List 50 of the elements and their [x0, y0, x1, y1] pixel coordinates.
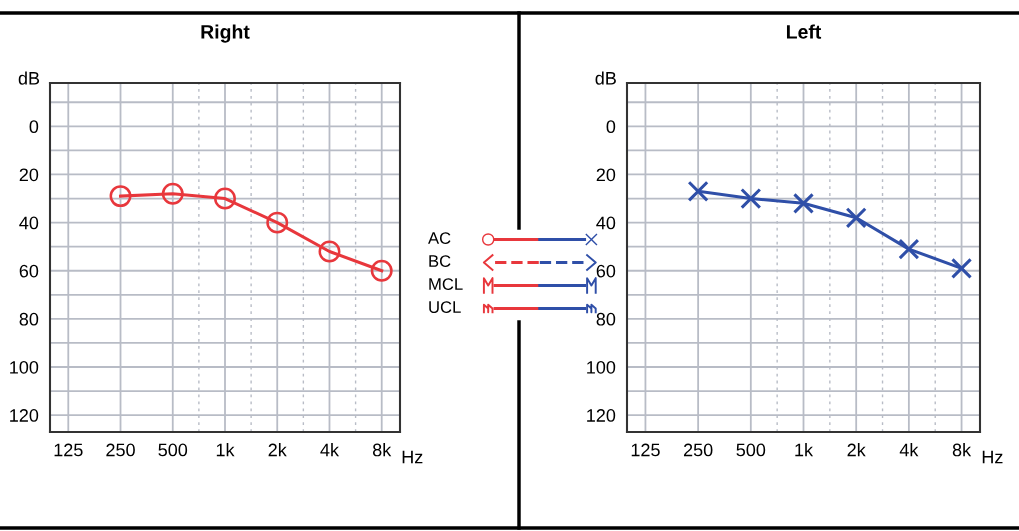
y-tick-label: 40 [596, 216, 616, 230]
x-tick-label: 250 [106, 443, 135, 457]
x-tick-label: 500 [736, 443, 766, 457]
text: AC [428, 232, 451, 244]
y-tick-label: 100 [10, 360, 39, 374]
y-tick-label: 60 [596, 264, 616, 278]
y-tick-label: 80 [19, 312, 39, 326]
x-tick-label: 1k [216, 443, 235, 457]
y-tick-label: 120 [587, 409, 616, 422]
y-axis-title: dB [18, 71, 40, 85]
text: BC [429, 255, 451, 267]
x-tick-label: 250 [683, 443, 713, 457]
point [109, 185, 132, 208]
text: MCL [429, 278, 463, 290]
point [898, 238, 920, 260]
point [318, 240, 341, 263]
y-tick-label: 120 [10, 409, 39, 422]
y-axis-title: dB [595, 71, 616, 85]
point [951, 257, 973, 279]
point [740, 187, 762, 210]
point [266, 211, 289, 234]
x-tick-label: 2k [268, 443, 287, 457]
x-tick-label: 1k [795, 443, 814, 457]
y-tick-label: 20 [19, 168, 39, 182]
text: UCL [429, 301, 461, 313]
point [161, 182, 184, 205]
x-tick-label: 500 [158, 443, 188, 457]
y-tick-label: 0 [29, 120, 39, 134]
y-tick-label: 20 [596, 168, 616, 182]
x-tick-label: 4k [320, 443, 340, 457]
point [792, 192, 815, 214]
x-tick-label: 8k [952, 443, 972, 457]
point [845, 207, 867, 229]
x-axis-title: Hz [982, 450, 1003, 464]
point [370, 259, 393, 282]
chart-title: Left [786, 24, 822, 39]
y-tick-label: 80 [596, 312, 616, 326]
y-tick-label: 40 [19, 216, 39, 230]
y-tick-label: 60 [19, 264, 39, 278]
x-tick-label: 125 [631, 443, 660, 457]
x-tick-label: 4k [899, 443, 919, 457]
point [214, 187, 236, 210]
point [687, 180, 709, 202]
y-tick-label: 100 [587, 360, 616, 374]
chart-title: Right [201, 24, 250, 43]
x-tick-label: 2k [847, 443, 866, 457]
x-tick-label: 125 [54, 443, 83, 457]
x-axis-title: Hz [402, 450, 423, 464]
y-tick-label: 0 [606, 120, 616, 134]
x-tick-label: 8k [372, 443, 392, 457]
